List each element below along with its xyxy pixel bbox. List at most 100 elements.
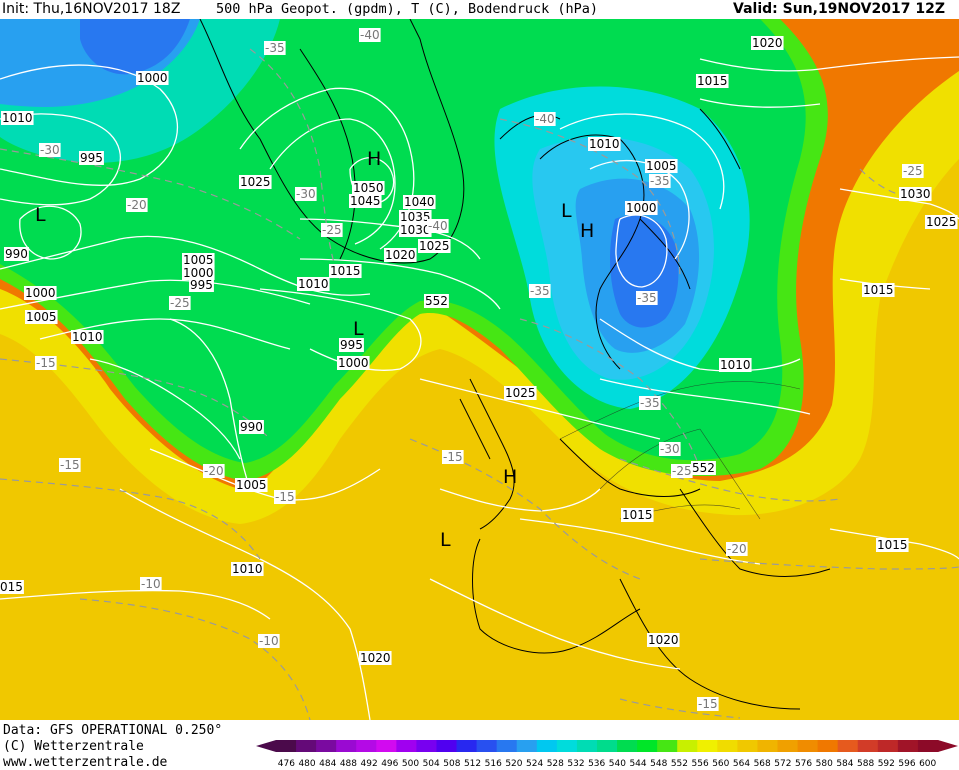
label-box [203,464,225,478]
isobar-label: 1045 [350,194,381,208]
isotherm-label: -20 [727,542,747,556]
scale-tick-label: 492 [361,759,378,769]
scale-swatch [576,740,598,752]
isobar-label: 1015 [330,264,361,278]
isobar-label: 1050 [353,181,384,195]
scale-tick-label: 540 [609,759,626,769]
label-box [719,358,752,372]
scale-swatch [516,740,538,752]
label-box [671,464,693,478]
label-box [399,210,432,224]
isobar-label: 1020 [360,651,391,665]
country-borders [559,381,801,520]
isobar-label: 1015 [877,538,908,552]
isobar-label: 1000 [25,286,56,300]
color-scale-bar: 476 480 484 488 492 496 500 504 508 512 516 520 524 5… [256,740,958,769]
label-box [403,195,436,209]
scale-tick-label: 584 [836,759,853,769]
scale-swatch [777,740,799,752]
scale-swatch [717,740,738,752]
scale-tick-label: 600 [919,759,936,769]
height-label: 552 [425,294,448,308]
label-box [621,508,654,522]
label-box [297,277,330,291]
scale-tick-label: 556 [692,759,709,769]
scale-tick-label: 596 [898,759,915,769]
label-box [182,266,215,280]
scale-swatch [356,740,377,752]
label-box [862,283,895,297]
isotherm-label: -15 [443,450,463,464]
scale-tick-label: 532 [567,759,584,769]
scale-tick-label: 480 [298,759,315,769]
isotherm-label: -20 [127,198,147,212]
scale-swatch [837,740,859,752]
isobar-label: 1015 [863,283,894,297]
isobar-label: 015 [0,580,23,594]
scale-swatch [476,740,498,752]
scale-swatch [657,740,678,752]
scale-tick-label: 548 [650,759,667,769]
copyright: (C) Wetterzentrale [3,739,144,754]
label-box [126,198,148,212]
label-box [636,291,658,305]
scale-swatch [596,740,618,752]
isobar-label: 1000 [183,266,214,280]
scale-tick-label: 536 [588,759,605,769]
label-box [39,143,61,157]
data-source: Data: GFS OPERATIONAL 0.250° [3,723,223,738]
scale-swatch [276,740,297,752]
scale-swatch [877,740,899,752]
label-box [649,174,671,188]
scale-swatch [396,740,417,752]
isobar-label: 990 [5,247,28,261]
high-center: H [580,220,594,242]
scale-tick-label: 516 [485,759,502,769]
scale-swatch [536,740,558,752]
scale-tick-label: 588 [857,759,874,769]
label-box [24,286,57,300]
scale-swatch [496,740,518,752]
scale-swatch [797,740,819,752]
isobar-label: 1020 [648,633,679,647]
low-center: L [353,318,364,340]
scale-tick-label: 568 [754,759,771,769]
valid-time: Valid: Sun,19NOV2017 12Z [733,1,945,17]
isotherm-label: -25 [170,296,190,310]
label-box [231,562,264,576]
isobar-label: 1015 [697,74,728,88]
label-box [359,28,381,42]
scale-swatch [697,740,718,752]
isobar-label: 1010 [589,137,620,151]
height-band-560 [0,79,959,720]
isobar-label: 1010 [720,358,751,372]
label-box [442,450,464,464]
label-box [189,278,214,292]
isobar-label: 1010 [2,111,33,125]
label-box [295,187,317,201]
label-box [264,41,286,55]
scale-tick-label: 488 [340,759,357,769]
label-box [427,219,449,233]
isobar-label: 1010 [72,330,103,344]
map-footer: Data: GFS OPERATIONAL 0.250° (C) Wetterz… [0,720,959,770]
label-box [239,175,272,189]
map-header: Init: Thu,16NOV2017 18Z 500 hPa Geopot. … [0,0,959,19]
isobar-label: 1000 [338,356,369,370]
height-band-528-east [609,215,679,328]
isotherm-label: -35 [265,41,285,55]
label-box [504,386,537,400]
label-box [647,633,680,647]
label-box [35,356,57,370]
low-center: L [440,529,451,551]
scale-tick-label: 592 [878,759,895,769]
isobar-label: 1025 [240,175,271,189]
label-box [691,461,716,475]
isobar-label: 1030 [900,187,931,201]
label-box [0,580,24,594]
isobar-label: 990 [240,420,263,434]
scale-swatch [416,740,437,752]
isobar-label: 1025 [926,215,957,229]
isobar-label: 1005 [646,159,677,173]
height-band-528 [80,19,190,75]
